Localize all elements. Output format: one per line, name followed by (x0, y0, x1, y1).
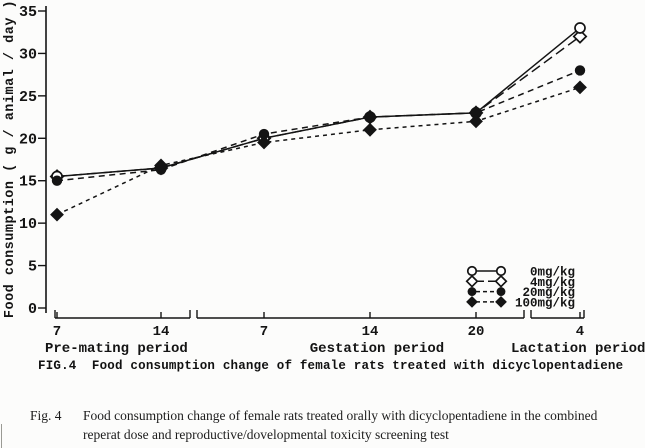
x-period-label: Gestation period (310, 341, 444, 357)
y-tick-label: 20 (19, 131, 37, 148)
legend-label-20mg/kg: 20mg/kg (522, 286, 575, 300)
document-caption-text: Food consumption change of female rats t… (83, 406, 635, 444)
legend-label-4mg/kg: 4mg/kg (530, 276, 575, 290)
x-tick-label: 14 (153, 324, 170, 340)
open-diamond-marker (494, 274, 508, 288)
filled-diamond-marker (154, 158, 168, 173)
filled-diamond-marker (495, 296, 507, 308)
open-diamond-marker (572, 29, 588, 44)
open-circle-marker (495, 265, 507, 277)
filled-circle-marker (496, 287, 506, 297)
series-line-20mg/kg (56, 69, 581, 182)
y-axis-title: Food consumption ( g / animal / day ) (3, 0, 18, 318)
document-caption-label: Fig. 4 (30, 408, 62, 423)
open-circle-marker (574, 22, 586, 34)
filled-diamond-marker (573, 80, 587, 95)
open-circle-marker (466, 265, 478, 277)
y-tick-label: 35 (19, 4, 37, 21)
filled-circle-marker (51, 175, 63, 186)
x-tick-label: 7 (53, 324, 61, 340)
x-tick-label: 20 (468, 324, 485, 340)
series-line-100mg/kg (56, 86, 581, 216)
filled-circle-marker (364, 111, 376, 123)
filled-circle-marker (574, 65, 586, 76)
y-tick-label: 30 (19, 46, 37, 63)
legend-label-100mg/kg: 100mg/kg (515, 296, 575, 310)
document-caption-line2: reperat dose and reproductive/dovelopmen… (83, 427, 449, 442)
document-caption-line1: Food consumption change of female rats t… (83, 408, 598, 423)
filled-circle-marker (258, 128, 270, 140)
filled-diamond-marker (363, 122, 377, 137)
figure-inline-caption: FIG.4 Food consumption change of female … (38, 359, 624, 373)
series-line-0mg/kg (56, 27, 581, 178)
filled-circle-marker (467, 287, 477, 297)
legend-label-0mg/kg: 0mg/kg (530, 266, 575, 280)
y-tick-label: 0 (28, 301, 37, 318)
filled-diamond-marker (50, 207, 64, 222)
y-tick-label: 10 (19, 216, 37, 233)
x-period-label: Pre-mating period (45, 341, 188, 357)
x-tick-label: 7 (260, 324, 268, 340)
x-period-label: Lactation period (511, 341, 645, 357)
filled-circle-marker (470, 107, 482, 119)
y-tick-label: 5 (28, 259, 37, 276)
x-tick-label: 4 (576, 324, 584, 340)
scan-edge-artifact (1, 424, 2, 448)
filled-diamond-marker (257, 135, 271, 150)
series-line-4mg/kg (56, 35, 581, 178)
open-diamond-marker (465, 274, 479, 288)
filled-diamond-marker (466, 296, 478, 308)
x-tick-label: 14 (362, 324, 379, 340)
y-tick-label: 25 (19, 89, 37, 106)
y-tick-label: 15 (19, 174, 37, 191)
filled-diamond-marker (469, 114, 483, 129)
